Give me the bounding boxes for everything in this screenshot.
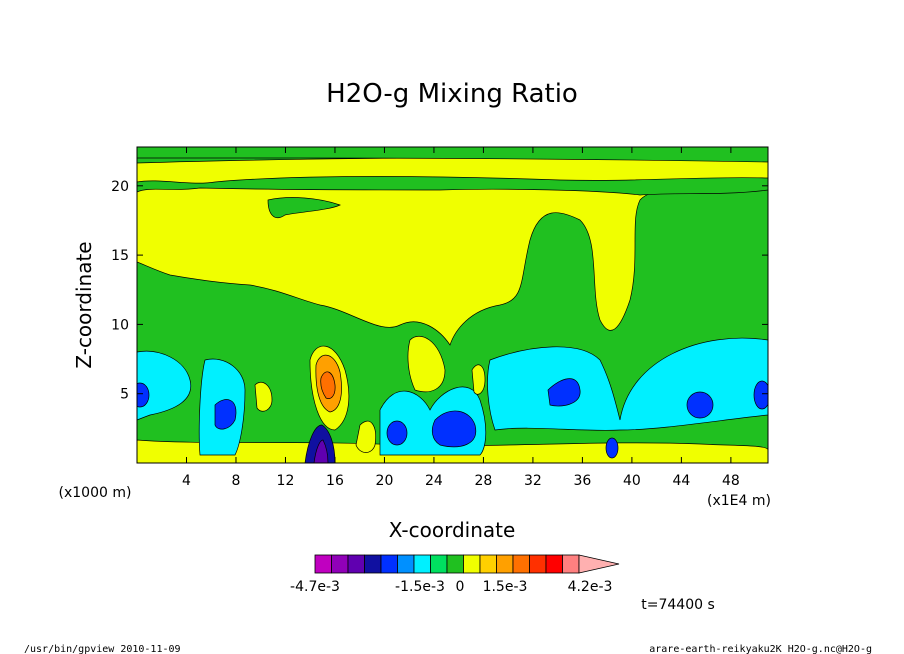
time-label: t=74400 s [641, 597, 715, 613]
x-tick-label: 8 [232, 473, 241, 489]
x-tick-label: 44 [672, 473, 690, 489]
colorbar-swatch [479, 554, 497, 574]
footer-right: arare-earth-reikyaku2K_H2O-g.nc@H2O-g [649, 644, 872, 654]
colorbar-swatch [562, 554, 580, 574]
field-blue-core5 [547, 378, 581, 407]
colorbar-swatch [430, 554, 448, 574]
x-tick-label: 36 [573, 473, 591, 489]
colorbar-swatch [529, 554, 547, 574]
x-tick-label: 24 [425, 473, 443, 489]
x-tick-label: 32 [524, 473, 542, 489]
colorbar-labels: -4.7e-3 -1.5e-3 0 1.5e-3 4.2e-3 [290, 579, 612, 595]
colorbar-swatch [496, 554, 514, 574]
colorbar-swatch [331, 554, 349, 574]
field-blue-core7 [753, 380, 768, 410]
x-axis: 4 8 12 16 20 24 28 32 36 40 44 48 [182, 147, 740, 489]
field-blue-core8 [605, 437, 619, 459]
x-axis-label: X-coordinate [389, 518, 516, 542]
field-blue-core6 [686, 391, 714, 419]
colorbar-swatch [397, 554, 415, 574]
footer-left: /usr/bin/gpview 2010-11-09 [24, 644, 181, 654]
colorbar-swatch [380, 554, 398, 574]
field-green-band2 [137, 176, 768, 196]
chart-title: H2O-g Mixing Ratio [326, 79, 578, 109]
colorbar-extend-arrow [578, 554, 620, 574]
y-axis-label: Z-coordinate [72, 241, 96, 368]
y-tick-label: 20 [111, 179, 129, 195]
field-darkorange-plume [320, 371, 336, 399]
y-tick-label: 15 [111, 248, 129, 264]
colorbar-swatch [463, 554, 481, 574]
colorbar-swatch [545, 554, 563, 574]
field-yellow-blob3 [407, 335, 446, 393]
colorbar-label: 0 [456, 579, 465, 595]
field-blue-core2 [214, 399, 237, 430]
x-axis-unit: (x1E4 m) [707, 493, 771, 509]
colorbar-swatch [512, 554, 530, 574]
colorbar-label: -4.7e-3 [290, 579, 340, 595]
colorbar-swatch [446, 554, 464, 574]
colorbar-swatch [347, 554, 365, 574]
field-yellow-blob2 [471, 364, 486, 395]
y-tick-label: 10 [111, 317, 129, 333]
plot-frame [136, 146, 769, 464]
y-axis: 5 10 15 20 [111, 179, 768, 403]
x-tick-label: 48 [722, 473, 740, 489]
field-purple-core [313, 439, 329, 463]
colorbar-label: -1.5e-3 [395, 579, 445, 595]
plot-field [137, 147, 768, 463]
colorbar-label: 4.2e-3 [568, 579, 613, 595]
colorbar [314, 554, 620, 574]
field-blue-core3 [431, 410, 477, 448]
x-tick-label: 4 [182, 473, 191, 489]
x-tick-label: 12 [277, 473, 295, 489]
field-yellow-blob4 [355, 420, 376, 453]
field-blue-core1 [137, 382, 150, 408]
field-cyan-left [137, 350, 192, 421]
y-tick-label: 5 [120, 387, 129, 403]
x-tick-label: 40 [623, 473, 641, 489]
x-tick-label: 16 [326, 473, 344, 489]
field-green-topband [137, 147, 768, 163]
colorbar-swatch [364, 554, 382, 574]
y-axis-unit: (x1000 m) [59, 485, 132, 501]
field-blue-core4 [386, 420, 408, 446]
x-tick-label: 28 [475, 473, 493, 489]
field-green-island1 [267, 197, 341, 219]
field-yellow-blob1 [254, 381, 273, 412]
colorbar-label: 1.5e-3 [483, 579, 528, 595]
x-tick-label: 20 [376, 473, 394, 489]
colorbar-swatch [413, 554, 431, 574]
colorbar-swatch [314, 554, 332, 574]
